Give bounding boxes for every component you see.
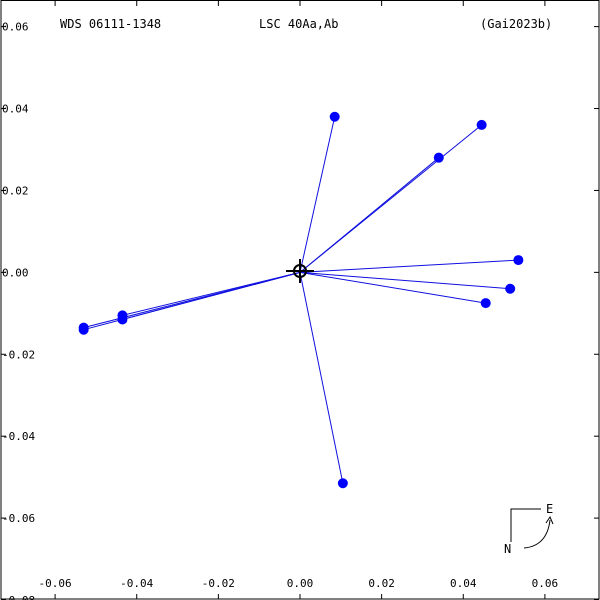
- residual-line: [299, 271, 486, 304]
- orientation-compass: E N: [504, 502, 554, 556]
- residual-line: [299, 157, 440, 273]
- x-tick-label: 0.00: [287, 577, 314, 590]
- observation-point: [480, 298, 491, 309]
- observation-point: [513, 255, 524, 266]
- x-axis-tick-labels: -0.06 -0.04 -0.02 0.00 0.02 0.04 0.06: [39, 577, 559, 590]
- compass-arrowhead-icon: [545, 515, 554, 525]
- x-tick-label: 0.04: [450, 577, 477, 590]
- observation-point: [433, 152, 444, 163]
- wds-id-label: WDS 06111-1348: [60, 17, 161, 31]
- compass-north-label: N: [504, 542, 511, 556]
- x-tick-label: -0.04: [120, 577, 153, 590]
- observation-point: [329, 111, 340, 122]
- x-tick-label: -0.06: [39, 577, 72, 590]
- observation-point: [505, 283, 516, 294]
- y-tick-label: -0.02: [2, 348, 35, 361]
- system-label: LSC 40Aa,Ab: [259, 17, 338, 31]
- observation-point: [476, 119, 487, 130]
- observation-points: [78, 111, 524, 489]
- residual-line: [299, 259, 519, 273]
- residual-lines: [83, 116, 519, 484]
- x-tick-label: 0.02: [368, 577, 395, 590]
- reference-label: (Gai2023b): [480, 17, 552, 31]
- y-tick-label: -0.06: [2, 512, 35, 525]
- x-tick-label: 0.06: [532, 577, 559, 590]
- y-axis-tick-labels: 0.06 0.04 0.02 0.00 -0.02 -0.04 -0.06 -0.08: [2, 21, 35, 600]
- y-tick-label: 0.00: [2, 266, 29, 279]
- primary-star-marker: [286, 259, 314, 283]
- x-axis-ticks: [54, 1, 546, 599]
- residual-line: [299, 116, 336, 273]
- y-tick-label: 0.06: [2, 21, 29, 34]
- observation-point: [337, 478, 348, 489]
- compass-east-label: E: [546, 502, 553, 516]
- y-tick-label: 0.04: [2, 103, 29, 116]
- residual-line: [83, 271, 301, 331]
- x-tick-label: -0.02: [202, 577, 235, 590]
- observation-point: [117, 314, 128, 325]
- y-tick-label: -0.08: [2, 594, 35, 600]
- y-tick-label: 0.02: [2, 184, 29, 197]
- y-tick-label: -0.04: [2, 430, 35, 443]
- residual-line: [299, 271, 511, 290]
- compass-arrow-arc-icon: [523, 519, 551, 549]
- residual-line: [299, 272, 344, 484]
- compass-axes-icon: [510, 508, 541, 542]
- observation-point: [78, 324, 89, 335]
- y-axis-ticks: [1, 26, 599, 600]
